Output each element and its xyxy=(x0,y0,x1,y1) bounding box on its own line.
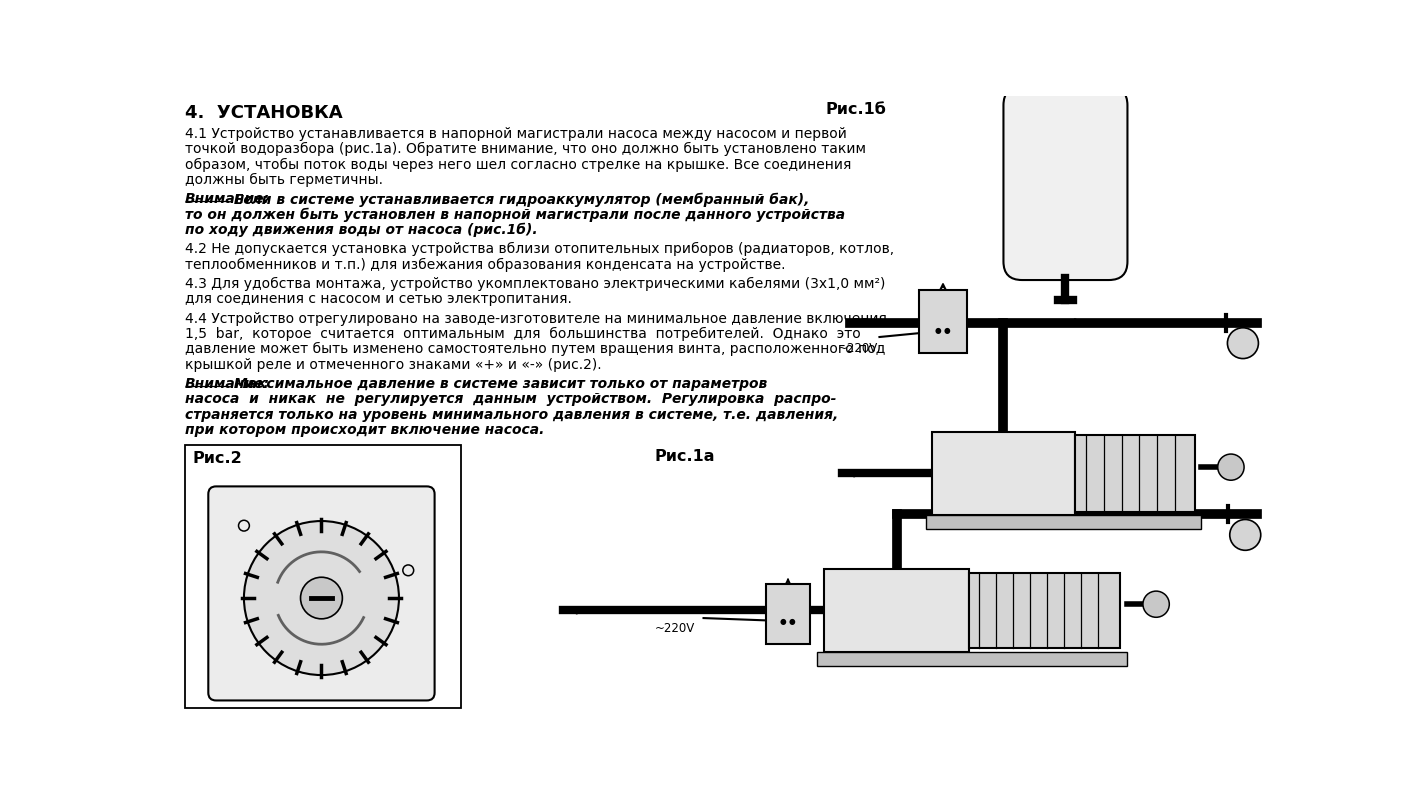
Text: ×: × xyxy=(288,551,301,566)
Circle shape xyxy=(1143,591,1170,618)
FancyBboxPatch shape xyxy=(208,486,434,701)
Text: должны быть герметичны.: должны быть герметичны. xyxy=(186,173,382,187)
Text: по ходу движения воды от насоса (рис.1б).: по ходу движения воды от насоса (рис.1б)… xyxy=(186,223,537,238)
Text: 4.2 Не допускается установка устройства вблизи отопительных приборов (радиаторов: 4.2 Не допускается установка устройства … xyxy=(186,242,894,256)
Bar xyxy=(920,290,967,353)
Bar xyxy=(186,445,461,708)
Text: ×: × xyxy=(354,636,367,651)
Circle shape xyxy=(1218,454,1244,480)
Text: Внимание:: Внимание: xyxy=(186,377,270,391)
Text: давление может быть изменено самостоятельно путем вращения винта, расположенного: давление может быть изменено самостоятел… xyxy=(186,342,886,357)
Text: образом, чтобы поток воды через него шел согласно стрелке на крышке. Все соедине: образом, чтобы поток воды через него шел… xyxy=(186,158,852,172)
Bar xyxy=(932,432,1076,515)
Text: Максимальное давление в системе зависит только от параметров: Максимальное давление в системе зависит … xyxy=(229,377,768,391)
Text: для соединения с насосом и сетью электропитания.: для соединения с насосом и сетью электро… xyxy=(186,292,572,306)
Text: ~220V: ~220V xyxy=(838,342,877,354)
Text: ~220V: ~220V xyxy=(655,622,695,635)
Bar xyxy=(925,515,1202,529)
Text: ● ●: ● ● xyxy=(780,618,796,626)
Text: насоса  и  никак  не  регулируется  данным  устройством.  Регулировка  распро-: насоса и никак не регулируется данным ус… xyxy=(186,393,837,406)
Bar xyxy=(1076,435,1195,512)
Text: Рис.2: Рис.2 xyxy=(193,451,243,466)
Text: 4.4 Устройство отрегулировано на заводе-изготовителе на минимальное давление вкл: 4.4 Устройство отрегулировано на заводе-… xyxy=(186,312,887,326)
Text: ×: × xyxy=(375,589,388,604)
Text: Если в системе устанавливается гидроаккумулятор (мембранный бак),: Если в системе устанавливается гидроакку… xyxy=(229,192,810,206)
Bar xyxy=(824,569,969,652)
Text: Рис.1а: Рис.1а xyxy=(655,449,716,464)
Circle shape xyxy=(1230,519,1261,550)
Text: крышкой реле и отмеченного знаками «+» и «-» (рис.2).: крышкой реле и отмеченного знаками «+» и… xyxy=(186,358,602,372)
Bar xyxy=(969,573,1121,648)
Circle shape xyxy=(245,521,399,675)
Bar xyxy=(765,584,810,644)
Bar xyxy=(817,652,1126,666)
Text: то он должен быть установлен в напорной магистрали после данного устройства: то он должен быть установлен в напорной … xyxy=(186,208,845,222)
Text: теплообменников и т.п.) для избежания образования конденсата на устройстве.: теплообменников и т.п.) для избежания об… xyxy=(186,258,786,272)
Text: 4.1 Устройство устанавливается в напорной магистрали насоса между насосом и перв: 4.1 Устройство устанавливается в напорно… xyxy=(186,126,846,141)
Text: ×: × xyxy=(347,546,360,561)
Text: +: + xyxy=(273,584,291,604)
Text: 4.  УСТАНОВКА: 4. УСТАНОВКА xyxy=(186,104,343,122)
Text: −: − xyxy=(347,584,364,604)
Text: 4.3 Для удобства монтажа, устройство укомплектовано электрическими кабелями (3х1: 4.3 Для удобства монтажа, устройство уко… xyxy=(186,277,886,291)
Text: страняется только на уровень минимального давления в системе, т.е. давления,: страняется только на уровень минимальног… xyxy=(186,408,838,422)
Circle shape xyxy=(301,578,343,619)
Text: ● ●: ● ● xyxy=(935,326,950,335)
FancyBboxPatch shape xyxy=(1004,86,1128,280)
Text: точкой водоразбора (рис.1а). Обратите внимание, что оно должно быть установлено : точкой водоразбора (рис.1а). Обратите вн… xyxy=(186,142,866,156)
Text: Рис.1б: Рис.1б xyxy=(825,102,886,117)
Text: при котором происходит включение насоса.: при котором происходит включение насоса. xyxy=(186,423,544,438)
Text: 1,5  bar,  которое  считается  оптимальным  для  большинства  потребителей.  Одн: 1,5 bar, которое считается оптимальным д… xyxy=(186,327,860,341)
Circle shape xyxy=(1227,328,1258,358)
Text: Внимание:: Внимание: xyxy=(186,192,270,206)
